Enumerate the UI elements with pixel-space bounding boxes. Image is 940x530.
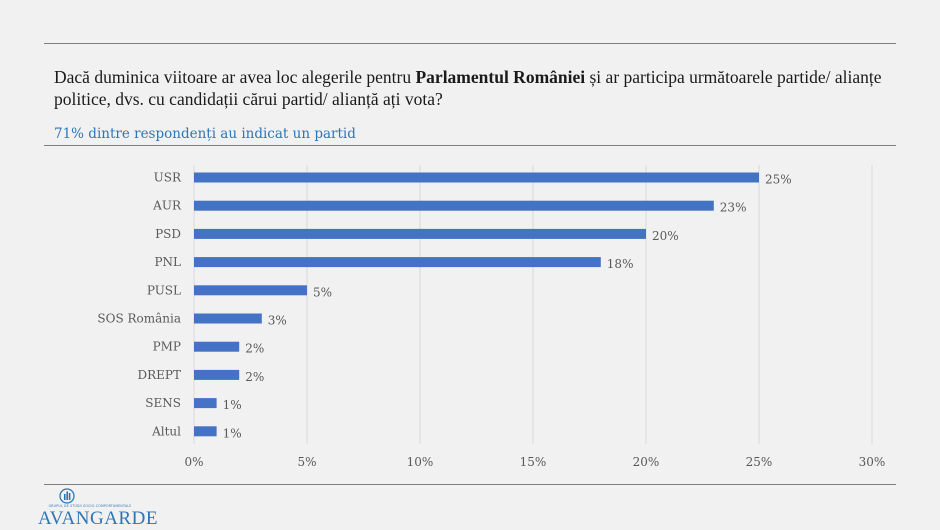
category-label: PUSL xyxy=(147,283,181,297)
category-label: Altul xyxy=(151,424,181,438)
bar xyxy=(194,172,759,183)
middle-rule xyxy=(44,145,896,146)
data-label: 2% xyxy=(245,342,264,356)
data-label: 25% xyxy=(765,173,792,187)
bar xyxy=(194,341,240,352)
x-tick-label: 0% xyxy=(184,455,203,469)
category-label: DREPT xyxy=(138,368,182,382)
x-tick-label: 15% xyxy=(520,455,547,469)
top-rule xyxy=(44,43,896,44)
bar xyxy=(194,369,240,380)
question-text-before: Dacă duminica viitoare ar avea loc alege… xyxy=(54,67,416,87)
data-label: 1% xyxy=(223,398,242,412)
logo-tagline: GRUPUL DE STUDII SOCIO-COMPORTAMENTALE xyxy=(48,504,132,508)
data-label: 1% xyxy=(223,426,242,440)
bar xyxy=(194,257,601,268)
logo-wordmark: AVANGARDE xyxy=(38,508,158,529)
data-label: 2% xyxy=(245,370,264,384)
x-tick-label: 25% xyxy=(746,455,773,469)
bar xyxy=(194,200,714,211)
avangarde-logo: GRUPUL DE STUDII SOCIO-COMPORTAMENTALE A… xyxy=(38,488,157,529)
data-label: 5% xyxy=(313,285,332,299)
bar xyxy=(194,426,217,437)
bar xyxy=(194,313,262,324)
bar xyxy=(194,285,307,296)
category-label: PSD xyxy=(155,227,181,241)
category-label: PNL xyxy=(154,255,181,269)
chart-subtitle: 71% dintre respondenți au indicat un par… xyxy=(54,126,356,142)
logo-emblem-icon xyxy=(59,488,75,504)
x-tick-label: 10% xyxy=(407,455,434,469)
bottom-rule xyxy=(44,484,896,485)
category-label: PMP xyxy=(153,340,181,354)
category-label: AUR xyxy=(152,199,182,213)
bar xyxy=(194,398,217,409)
data-label: 3% xyxy=(268,314,287,328)
question-text-bold: Parlamentul României xyxy=(415,67,586,87)
x-tick-label: 30% xyxy=(859,455,886,469)
category-label: USR xyxy=(154,171,182,185)
question-text-after: și ar participa următoarele partide/ ali… xyxy=(54,67,882,109)
data-label: 23% xyxy=(720,201,747,215)
category-label: SENS xyxy=(145,396,181,410)
data-label: 18% xyxy=(607,257,634,271)
category-label: SOS România xyxy=(97,312,181,326)
x-tick-label: 20% xyxy=(633,455,660,469)
x-tick-label: 5% xyxy=(297,455,316,469)
bar xyxy=(194,228,646,239)
page-title: Dacă duminica viitoare ar avea loc alege… xyxy=(54,66,894,110)
data-label: 20% xyxy=(652,229,679,243)
